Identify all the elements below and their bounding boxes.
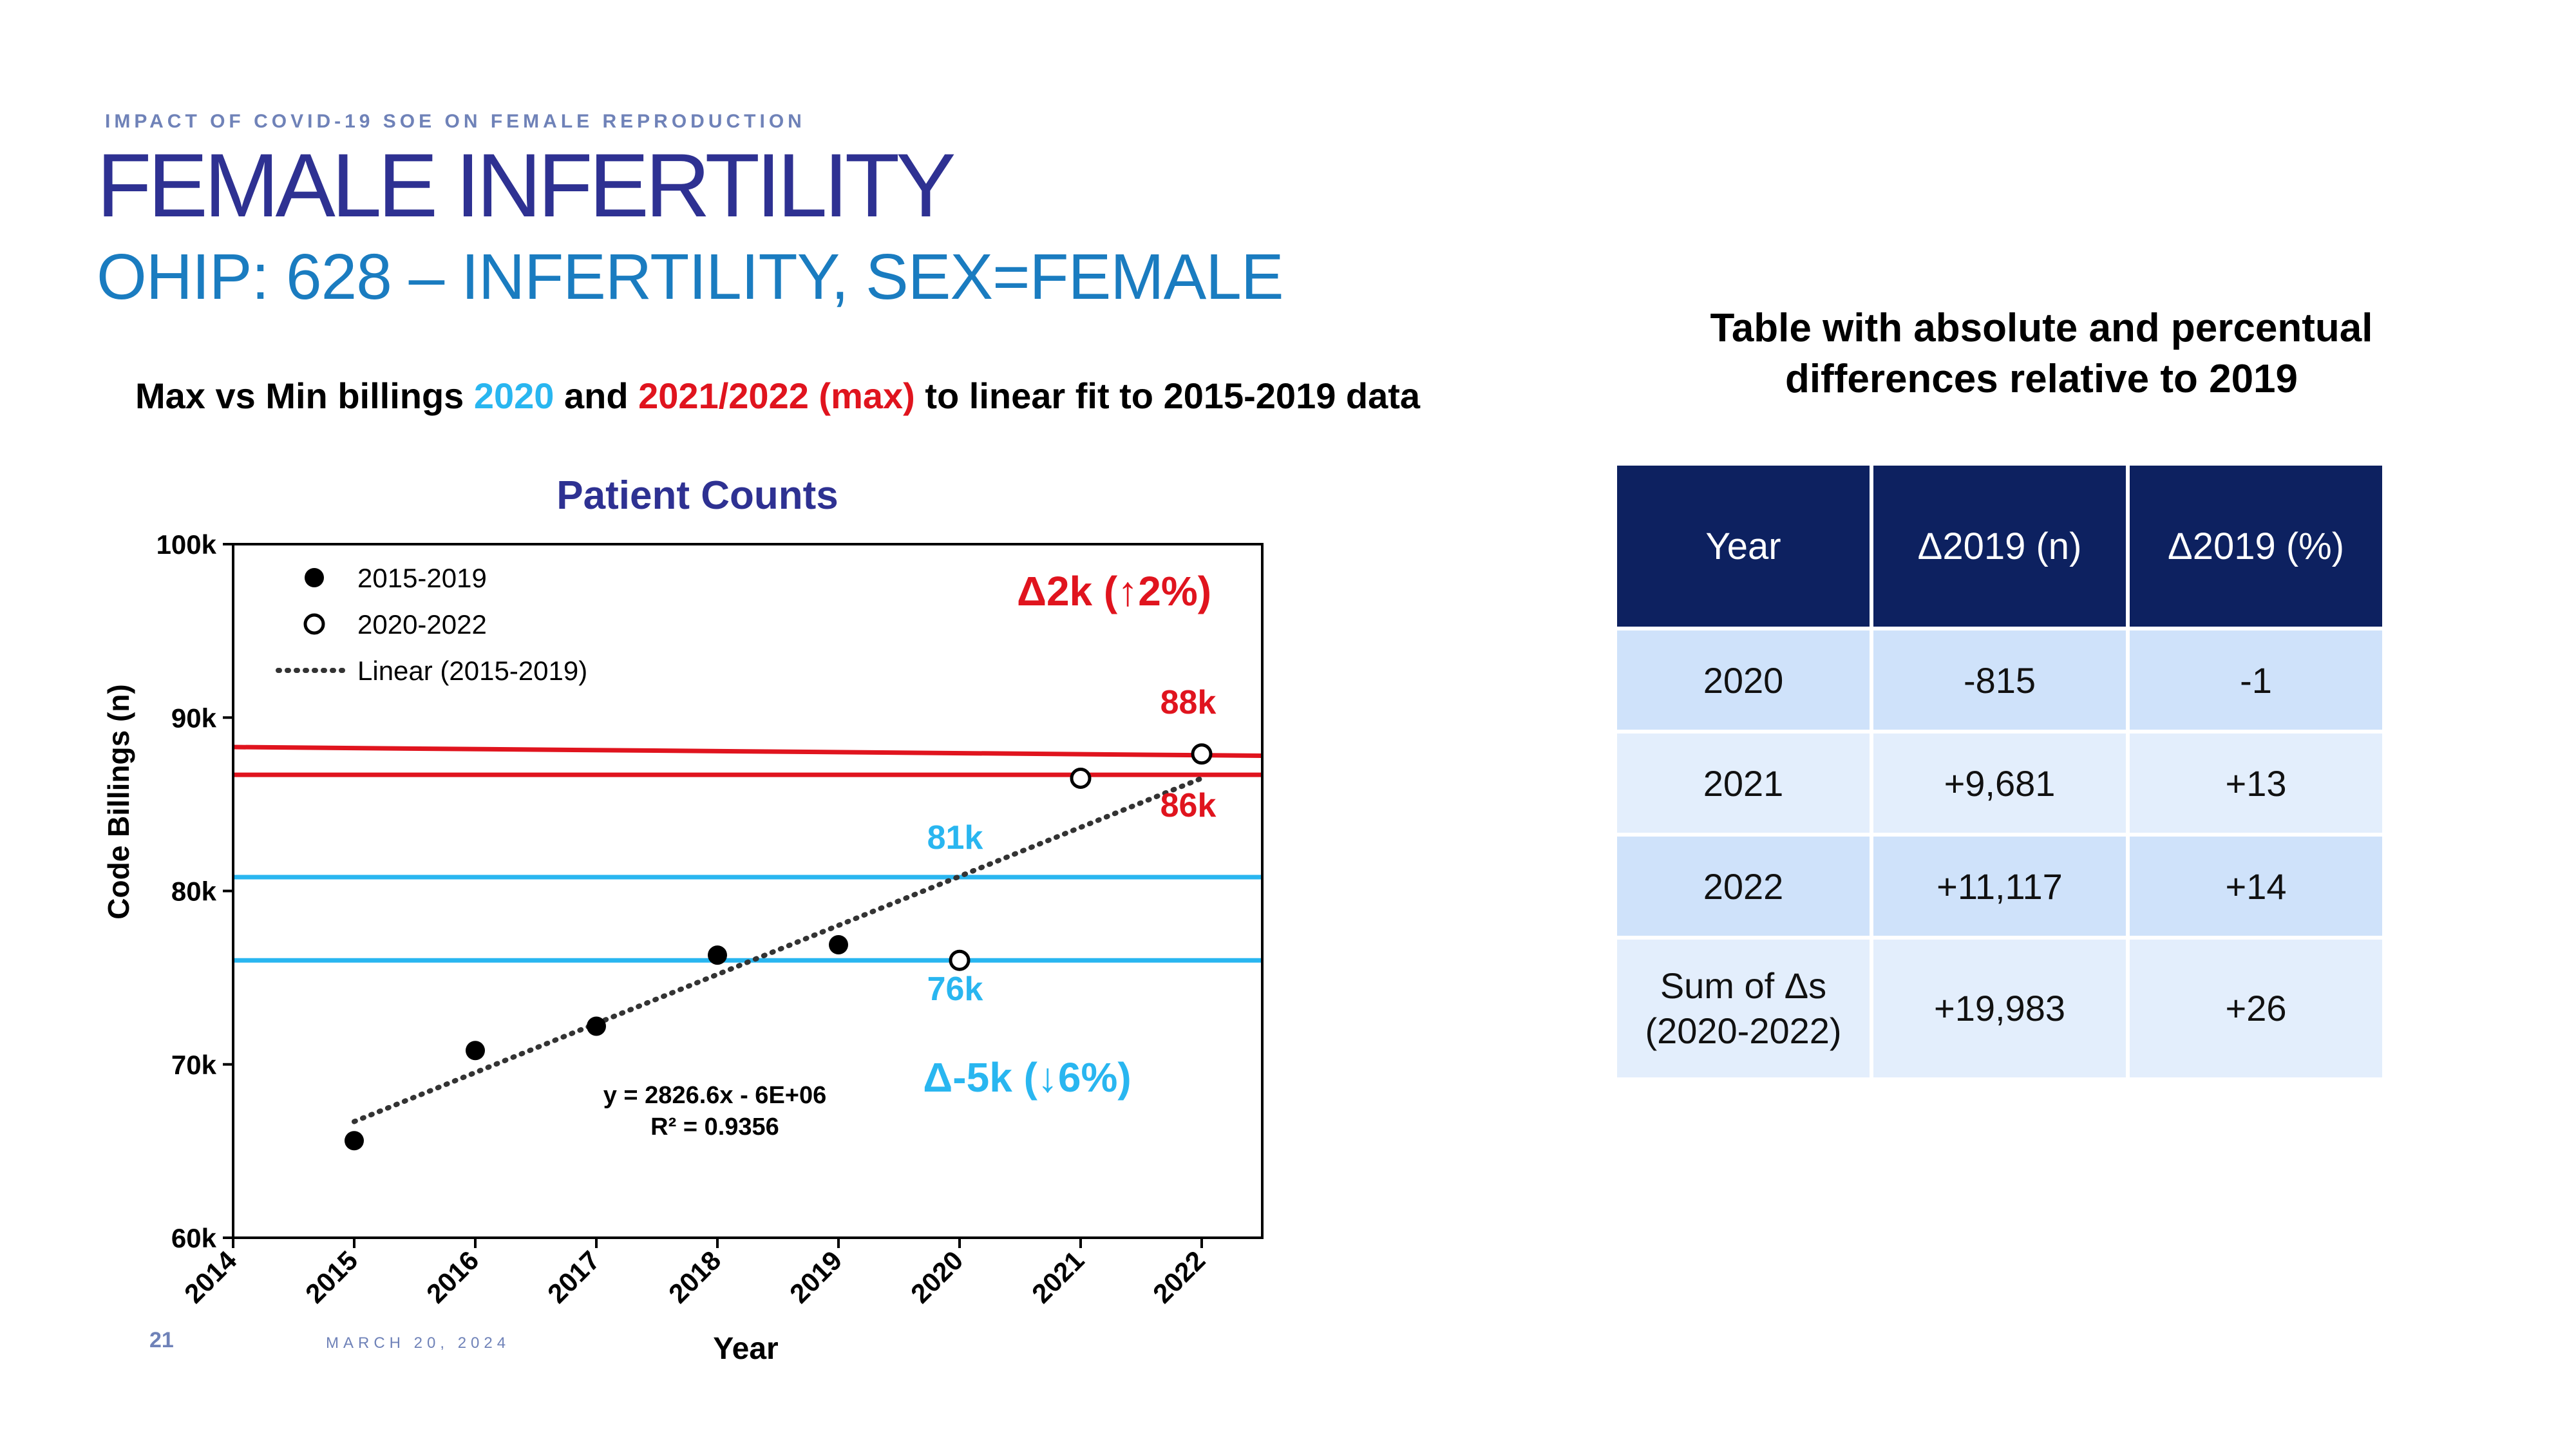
cell-year: 2021 <box>1613 730 1873 837</box>
cell-delta-n: -815 <box>1870 627 2130 734</box>
table-sum-row: Sum of Δs (2020-2022) +19,983 +26 <box>1613 936 2386 1081</box>
table-heading: Table with absolute and percentual diffe… <box>1597 303 2486 405</box>
y-tick-label: 80k <box>171 876 217 907</box>
x-tick-label: 2014 <box>178 1245 243 1309</box>
section-eyebrow: IMPACT OF COVID-19 SOE ON FEMALE REPRODU… <box>105 111 806 132</box>
table-heading-line-1: Table with absolute and percentual <box>1710 306 2373 350</box>
cell-sum-delta-pct: +26 <box>2126 936 2386 1081</box>
legend-label-2015-2019: 2015-2019 <box>357 563 487 593</box>
trendline-r-squared: R² = 0.9356 <box>650 1113 779 1141</box>
cell-delta-pct: +14 <box>2126 833 2386 940</box>
differences-table: Year Δ2019 (n) Δ2019 (%) 2020 -815 -1 20… <box>1613 462 2386 1081</box>
data-point-2020 <box>949 949 971 971</box>
column-header-delta-pct: Δ2019 (%) <box>2126 462 2386 630</box>
x-tick-label: 2021 <box>1026 1245 1090 1309</box>
y-axis-title: Code Billings (n) <box>102 684 135 919</box>
blue-line-bottom-label: 76k <box>927 971 983 1008</box>
caption-part-2: and <box>554 375 639 416</box>
table-row: 2021 +9,681 +13 <box>1613 730 2386 837</box>
slide-title: FEMALE INFERTILITY <box>97 135 956 236</box>
table-row: 2020 -815 -1 <box>1613 627 2386 734</box>
cell-delta-n: +9,681 <box>1870 730 2130 837</box>
chart-title: Patient Counts <box>556 473 838 518</box>
caption-year-red: 2021/2022 (max) <box>638 375 915 416</box>
x-tick-label: 2019 <box>784 1245 848 1309</box>
table-heading-line-2: differences relative to 2019 <box>1785 357 2298 402</box>
x-tick-label: 2015 <box>299 1245 363 1309</box>
x-tick-label: 2018 <box>663 1245 726 1309</box>
table-row: 2022 +11,117 +14 <box>1613 833 2386 940</box>
sum-label-line-2: (2020-2022) <box>1645 1010 1842 1051</box>
data-point-2017 <box>587 1016 606 1036</box>
data-point-2018 <box>708 945 727 965</box>
data-point-2019 <box>829 934 848 954</box>
slide-number: 21 <box>149 1328 174 1352</box>
data-point-2015 <box>345 1131 364 1151</box>
x-tick-label: 2017 <box>542 1245 605 1309</box>
y-tick-label: 70k <box>171 1050 217 1080</box>
cell-sum-label: Sum of Δs (2020-2022) <box>1613 936 1873 1081</box>
x-tick-label: 2022 <box>1147 1245 1211 1309</box>
reference-line-red-0 <box>232 744 1263 758</box>
data-point-2021 <box>1070 767 1092 789</box>
delta-min-annotation: Δ-5k (↓6%) <box>923 1054 1131 1101</box>
y-tick-label: 60k <box>171 1223 217 1253</box>
slide-subtitle: OHIP: 628 – INFERTILITY, SEX=FEMALE <box>97 241 1284 313</box>
blue-line-top-label: 81k <box>927 819 983 857</box>
red-line-bottom-label: 86k <box>1160 787 1217 824</box>
data-point-2022 <box>1191 743 1213 765</box>
caption-part-3: to linear fit to 2015-2019 data <box>914 375 1421 416</box>
legend-marker-2020-2022 <box>303 613 325 635</box>
column-header-year: Year <box>1613 462 1873 630</box>
slide-date: MARCH 20, 2024 <box>326 1334 511 1352</box>
cell-year: 2022 <box>1613 833 1873 940</box>
data-point-2016 <box>466 1041 485 1061</box>
legend-marker-2015-2019 <box>305 568 324 587</box>
cell-delta-pct: -1 <box>2126 627 2386 734</box>
cell-sum-delta-n: +19,983 <box>1870 936 2130 1081</box>
x-axis-title: Year <box>713 1332 778 1366</box>
y-tick-label: 100k <box>156 529 217 560</box>
patient-counts-chart: Patient Counts 60k 70k 80k 90k 100k 2014 2015 2… <box>102 473 1264 1366</box>
caption-year-blue: 2020 <box>473 375 554 416</box>
trendline-equation: y = 2826.6x - 6E+06 <box>603 1082 827 1109</box>
legend-label-linear-fit: Linear (2015-2019) <box>357 656 587 686</box>
sum-label-line-1: Sum of Δs <box>1660 965 1827 1006</box>
red-line-top-label: 88k <box>1160 684 1217 721</box>
x-tick-label: 2020 <box>905 1245 969 1309</box>
delta-max-annotation: Δ2k (↑2%) <box>1017 568 1211 614</box>
legend-label-2020-2022: 2020-2022 <box>357 609 487 639</box>
column-header-delta-n: Δ2019 (n) <box>1870 462 2130 630</box>
linear-trendline <box>352 775 1204 1124</box>
cell-delta-pct: +13 <box>2126 730 2386 837</box>
comparison-caption: Max vs Min billings 2020 and 2021/2022 (… <box>135 375 1420 417</box>
cell-delta-n: +11,117 <box>1870 833 2130 940</box>
y-tick-label: 90k <box>171 703 217 733</box>
x-tick-label: 2016 <box>421 1245 484 1309</box>
chart-legend: 2015-2019 2020-2022 Linear (2015-2019) <box>276 563 587 686</box>
cell-year: 2020 <box>1613 627 1873 734</box>
table-header-row: Year Δ2019 (n) Δ2019 (%) <box>1613 462 2386 630</box>
caption-part-1: Max vs Min billings <box>135 375 474 416</box>
